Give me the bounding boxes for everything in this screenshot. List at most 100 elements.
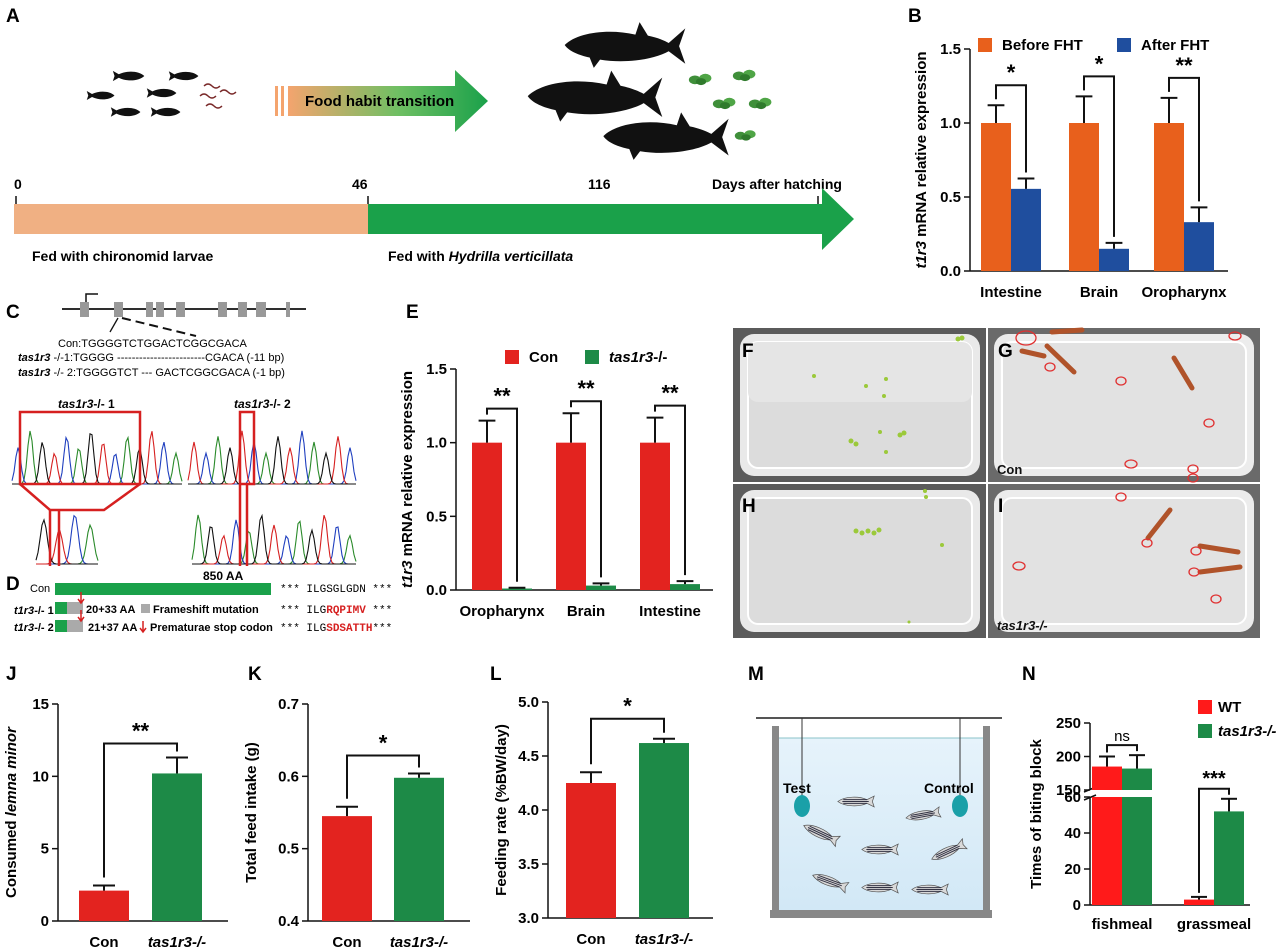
phase1-label: Fed with chironomid larvae [32, 248, 213, 264]
y-tick-label: 0.0 [940, 263, 961, 280]
red-arrow-icon [77, 592, 85, 605]
legend-swatch [505, 350, 519, 364]
significance-mark: ** [132, 719, 150, 744]
y-tick-label: 1.5 [426, 361, 447, 378]
bar [566, 783, 616, 918]
mutant2-stop-bar [67, 620, 83, 632]
x-category-label: grassmeal [1177, 916, 1251, 933]
panel-letter-b: B [908, 6, 922, 27]
y-tick-label: 10 [32, 768, 49, 785]
bar-upper [1092, 766, 1122, 790]
significance-bracket [346, 754, 420, 799]
panel-j-chart: J 0 5 10 15 Consumed lemna minor Con tas1r3-/-… [3, 664, 228, 948]
legend-label: After FHT [1141, 37, 1209, 54]
photo-i-label: tas1r3-/- [997, 618, 1048, 633]
significance-bracket [103, 742, 178, 878]
y-tick-label: 20 [1064, 861, 1081, 878]
panel-m: M Test Control [748, 664, 1002, 918]
panel-letter-d: D [6, 574, 20, 595]
seq-con: Con:TGGGGTCTGGACTCGGCGACA [58, 338, 248, 350]
significance-mark: ** [661, 381, 679, 406]
bar [1099, 248, 1129, 271]
stop-arrow-icon [139, 621, 147, 634]
y-tick-label: 3.5 [518, 856, 539, 873]
significance-mark: * [1007, 60, 1016, 85]
bar [639, 743, 689, 918]
seq-mutant-1: tas1r3 -/-1:TGGGG ----------------------… [18, 352, 284, 364]
bar [1184, 899, 1214, 905]
mutant1-frameshift-bar [67, 602, 83, 614]
x-category-label: Brain [1080, 284, 1118, 301]
panel-letter-l: L [490, 664, 502, 685]
panel-d: D 850 AA Con *** ILGSGLGDN *** t1r3-/- 1… [6, 569, 392, 635]
y-axis-label: Feeding rate (%BW/day) [493, 724, 510, 896]
panel-letter-e: E [406, 302, 419, 323]
test-block-icon [794, 795, 810, 817]
y-tick-label: 40 [1064, 825, 1081, 842]
panel-a: A Food habit transition [6, 6, 854, 264]
food-habit-arrow: Food habit transition [275, 70, 488, 132]
y-tick-label: 1.0 [940, 115, 961, 132]
mutant2-seq: *** ILGSDSATTH*** [280, 623, 392, 635]
control-label: Control [924, 780, 974, 796]
days-after-hatching-label: Days after hatching [712, 176, 842, 192]
photo-h: H [733, 484, 986, 638]
bar [152, 773, 202, 921]
legend-label: tas1r3-/- [1218, 723, 1276, 740]
mutant2-aa: 21+37 AA [88, 622, 137, 634]
significance-mark: * [623, 694, 632, 719]
y-tick-label: 200 [1056, 749, 1081, 766]
significance-mark: *** [1202, 768, 1226, 790]
significance-mark: ** [577, 376, 595, 401]
aquarium-floor [770, 910, 992, 918]
legend-label: WT [1218, 699, 1241, 716]
big-fish-icon-group [527, 22, 729, 160]
gene-structure-diagram [62, 293, 306, 337]
x-category-label: Intestine [980, 284, 1042, 301]
trace2-title: tas1r3-/- 2 [234, 397, 291, 411]
con-protein-seq: *** ILGSGLGDN *** [280, 584, 392, 596]
significance-bracket [570, 400, 602, 578]
x-category-label: tas1r3-/- [390, 934, 448, 948]
mutant1-seq: *** ILGRQPIMV *** [280, 605, 392, 617]
aa-length-label: 850 AA [203, 569, 244, 583]
y-tick-label: 0.7 [278, 696, 299, 713]
significance-mark: * [379, 730, 388, 755]
legend-swatch [978, 38, 992, 52]
mutant1-label: t1r3-/- 1 [14, 605, 54, 617]
y-tick-label: 4.0 [518, 802, 539, 819]
red-arrow-icon [77, 610, 85, 623]
bar [981, 123, 1011, 271]
legend-swatch [1198, 724, 1212, 738]
larvae-icon [199, 83, 237, 109]
y-tick-label: 0.5 [426, 508, 447, 525]
day-46-label: 46 [352, 176, 368, 192]
y-axis-label: t1r3 mRNA relative expression [913, 51, 930, 268]
y-tick-label: 0.0 [426, 582, 447, 599]
panel-letter-c: C [6, 302, 20, 323]
y-tick-label: 0 [1073, 897, 1081, 914]
food-habit-label: Food habit transition [305, 93, 454, 110]
panel-letter-g: G [998, 341, 1013, 362]
y-axis-label: Consumed lemna minor [3, 726, 20, 898]
legend-swatch [1198, 700, 1212, 714]
significance-bracket [590, 717, 665, 765]
panel-letter-j: J [6, 664, 17, 685]
chromatogram-trace [188, 436, 356, 485]
aquarium-wall-left [772, 726, 779, 916]
significance-bracket [654, 404, 686, 576]
mutant1-protein-bar [55, 602, 67, 614]
photo-f: F [733, 328, 986, 482]
timeline: 0 46 116 Days after hatching Fed with ch… [14, 176, 854, 264]
y-tick-label: 0.5 [278, 841, 299, 858]
control-block-icon [952, 795, 968, 817]
day-0-label: 0 [14, 176, 22, 192]
panel-letter-i: I [998, 496, 1003, 517]
x-category-label: Brain [567, 603, 605, 620]
significance-bracket [1106, 744, 1138, 753]
chromatogram-traces [11, 430, 357, 565]
x-category-label: Oropharynx [1141, 284, 1227, 301]
bar [472, 442, 502, 590]
y-tick-label: 15 [32, 696, 49, 713]
significance-bracket [1198, 787, 1230, 893]
